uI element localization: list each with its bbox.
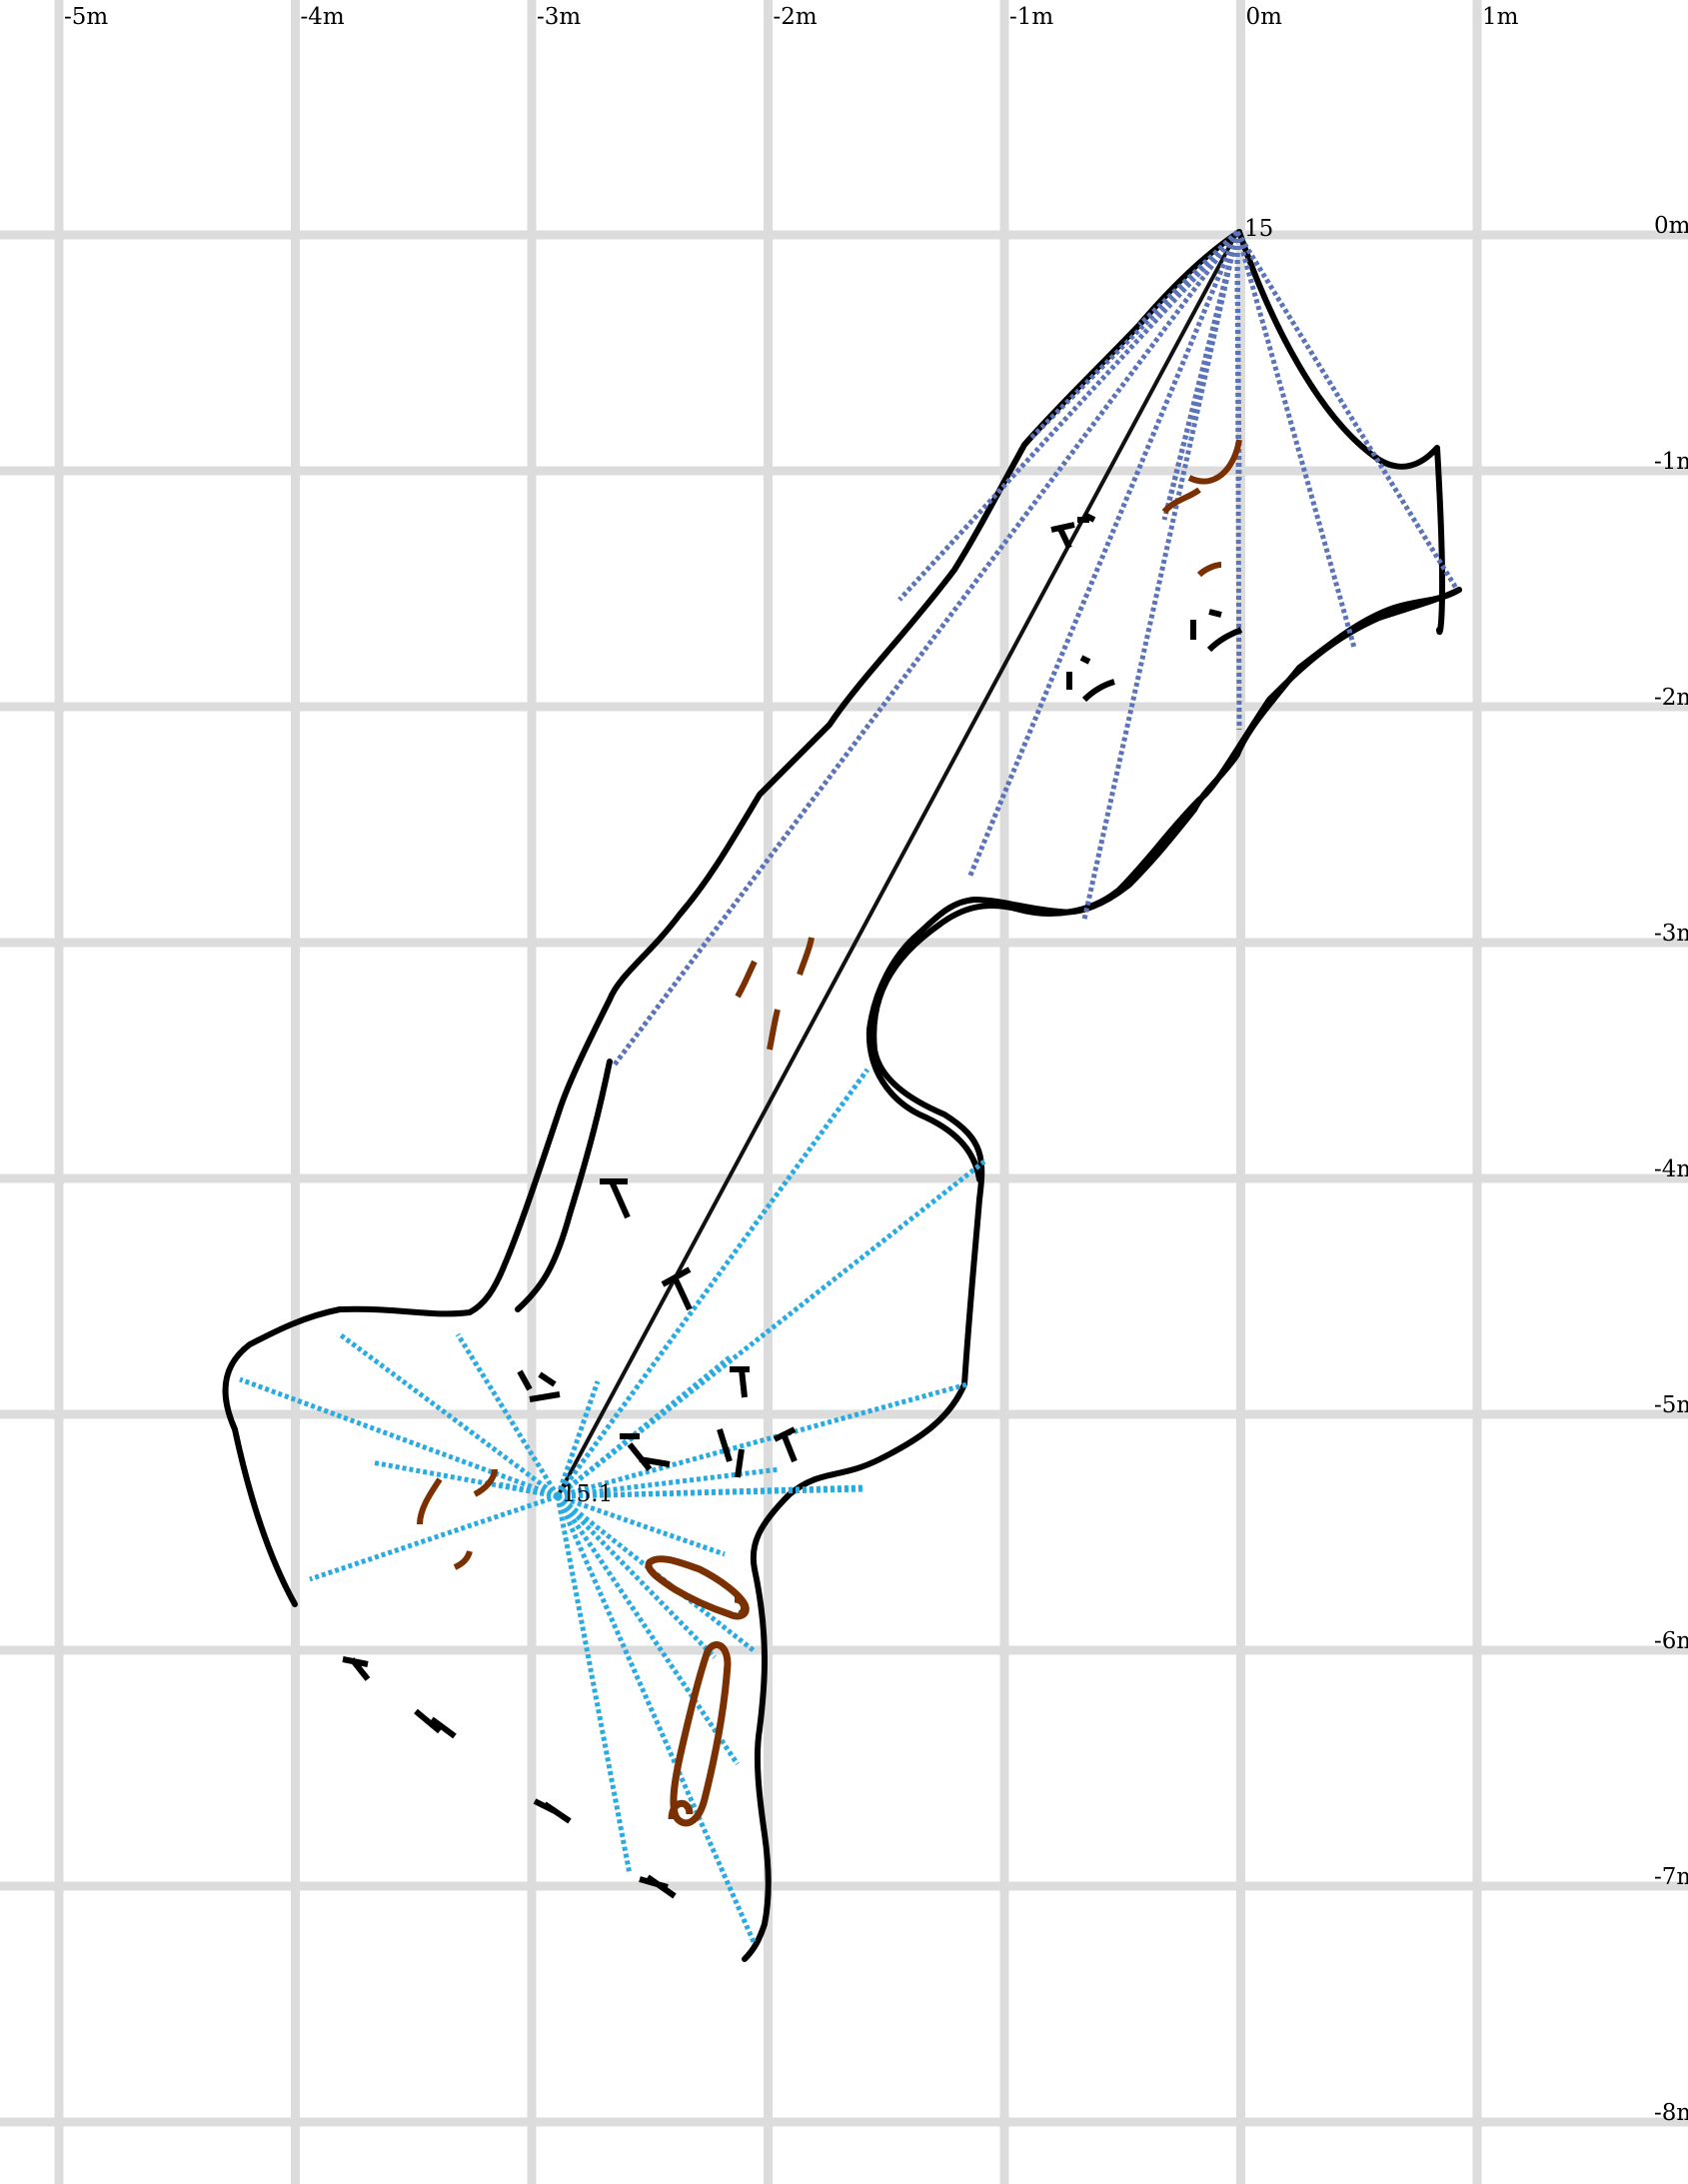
wall-tick bbox=[661, 1266, 693, 1311]
splay-shot bbox=[555, 1495, 633, 1875]
sediment-dash bbox=[735, 937, 815, 1051]
splay-shot bbox=[897, 230, 1239, 602]
wall-tick bbox=[1077, 512, 1096, 523]
splay-shot bbox=[555, 1068, 870, 1498]
wall-tick bbox=[1050, 522, 1075, 550]
y-axis-label: 0m bbox=[1654, 213, 1688, 239]
splay-shot bbox=[555, 1494, 741, 1766]
sediment-features bbox=[417, 439, 1242, 1827]
splay-shot bbox=[1234, 231, 1242, 731]
wall-tick bbox=[717, 1428, 745, 1478]
splay-shot bbox=[557, 1466, 781, 1499]
left-wall-lower bbox=[515, 1059, 613, 1312]
splays-station-15 bbox=[612, 230, 1460, 1067]
y-axis-label: -8m bbox=[1654, 2100, 1688, 2126]
sediment-block bbox=[645, 1555, 750, 1620]
x-axis-label: -4m bbox=[301, 4, 345, 30]
wall-tick bbox=[414, 1708, 457, 1739]
splay-shot bbox=[557, 1493, 726, 1557]
x-axis-label: 1m bbox=[1482, 4, 1519, 30]
wall-tick bbox=[342, 1656, 371, 1681]
splay-shot bbox=[555, 1380, 601, 1497]
wall-tick bbox=[1190, 609, 1243, 653]
splay-shot bbox=[556, 1494, 717, 1659]
splay-shot bbox=[1234, 231, 1357, 649]
x-axis-label: -5m bbox=[64, 4, 108, 30]
splay-shot bbox=[1081, 231, 1240, 921]
wall-tick bbox=[730, 1366, 750, 1398]
wall-tick bbox=[639, 1874, 677, 1899]
splay-shot bbox=[338, 1331, 560, 1499]
splay-shot bbox=[557, 1486, 865, 1499]
survey-leg bbox=[556, 231, 1239, 1497]
splay-shot bbox=[1027, 230, 1239, 442]
stations: 15 15.1 bbox=[562, 216, 1273, 1507]
station-label-15: 15 bbox=[1244, 216, 1273, 242]
y-axis-label: -1m bbox=[1654, 449, 1688, 475]
splay-shot bbox=[966, 231, 1240, 879]
x-axis-label: -1m bbox=[1009, 4, 1053, 30]
grid-labels: -5m -4m -3m -2m -1m 0m 1m 0m -1m -2m -3m -4m -5m -6m -… bbox=[64, 4, 1688, 2126]
splay-shot bbox=[556, 1355, 732, 1498]
right-wall-top bbox=[865, 587, 1462, 1182]
y-axis-label: -3m bbox=[1654, 921, 1688, 947]
splay-shot bbox=[239, 1376, 559, 1499]
sediment-block bbox=[668, 1641, 732, 1827]
splay-shot bbox=[555, 1494, 758, 1946]
y-axis-label: -6m bbox=[1654, 1628, 1688, 1654]
floor-details bbox=[342, 512, 1243, 1899]
sediment-dash bbox=[417, 1468, 498, 1570]
splay-shot bbox=[1234, 230, 1460, 592]
y-axis-label: -5m bbox=[1654, 1392, 1688, 1418]
y-axis-label: -4m bbox=[1654, 1156, 1688, 1182]
x-axis-label: 0m bbox=[1246, 4, 1283, 30]
wall-tick bbox=[533, 1798, 572, 1824]
x-axis-label: -2m bbox=[774, 4, 818, 30]
right-wall bbox=[742, 229, 1462, 1962]
wall-tick bbox=[600, 1178, 631, 1219]
sediment-dash bbox=[1161, 439, 1242, 578]
splay-shot bbox=[612, 230, 1240, 1067]
left-wall bbox=[222, 229, 1242, 1607]
passage-walls bbox=[222, 229, 1462, 1962]
wall-tick bbox=[517, 1369, 561, 1402]
splay-shot bbox=[455, 1332, 561, 1498]
splay-shot bbox=[499, 1481, 559, 1499]
wall-tick bbox=[1066, 655, 1115, 703]
wall-tick bbox=[620, 1433, 671, 1471]
y-axis-label: -2m bbox=[1654, 685, 1688, 711]
wall-tick bbox=[773, 1426, 798, 1463]
splay-shot bbox=[557, 1381, 968, 1499]
splays-station-15-1 bbox=[239, 1068, 986, 1946]
station-label-15-1: 15.1 bbox=[562, 1481, 613, 1507]
y-axis-label: -7m bbox=[1654, 1864, 1688, 1890]
splay-shot bbox=[309, 1493, 559, 1582]
x-axis-label: -3m bbox=[537, 4, 581, 30]
